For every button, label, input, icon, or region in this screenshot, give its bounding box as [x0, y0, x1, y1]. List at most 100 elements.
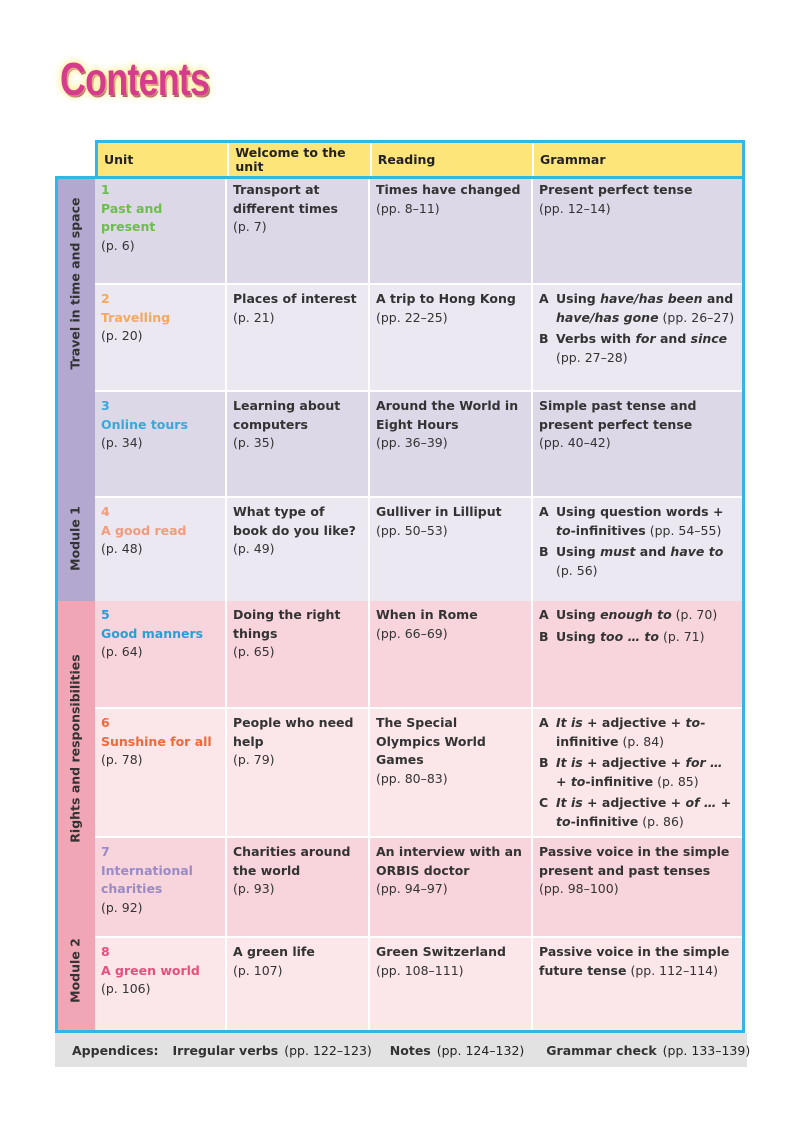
reading-title: When in Rome: [376, 607, 478, 622]
unit-cell: 4 A good read (p. 48): [95, 498, 227, 601]
grammar-text-part: Passive voice in the simple future tense: [539, 944, 730, 978]
unit-number: 4: [101, 504, 110, 519]
grammar-text: Using enough to (p. 70): [556, 606, 717, 625]
grammar-text-part: and: [655, 331, 691, 346]
grammar-page: (pp. 54–55): [645, 522, 722, 538]
grammar-text: It is + adjective + of … + to-infinitive…: [556, 794, 736, 831]
unit-cell: 2 Travelling (p. 20): [95, 285, 227, 390]
grammar-cell: A Using have/has been and have/has gone (…: [533, 285, 742, 390]
unit-number: 5: [101, 607, 110, 622]
grammar-item: Simple past tense and present perfect te…: [539, 397, 736, 453]
grammar-cell: Passive voice in the simple present and …: [533, 838, 742, 936]
welcome-cell: What type of book do you like? (p. 49): [227, 498, 370, 601]
unit-name: International charities: [101, 862, 193, 897]
unit-name: Online tours: [101, 416, 188, 432]
unit-cell: 8 A green world (p. 106): [95, 938, 227, 1030]
unit-name: Sunshine for all: [101, 733, 212, 749]
reading-title: The Special Olympics World Games: [376, 715, 486, 767]
reading-page: (pp. 94–97): [376, 881, 448, 896]
grammar-text-part: Using: [556, 607, 601, 622]
grammar-text-part: Verbs with: [556, 331, 636, 346]
grammar-text: Using question words + to-infinitives (p…: [556, 503, 736, 540]
grammar-item: B Using too … to (p. 71): [539, 628, 736, 647]
unit-page: (p. 78): [101, 752, 143, 767]
grammar-text-part: Present perfect tense: [539, 182, 693, 197]
grammar-text-part: Simple past tense and present perfect te…: [539, 398, 697, 432]
grammar-page: (pp. 98–100): [539, 881, 619, 896]
grammar-item: C It is + adjective + of … + to-infinitiv…: [539, 794, 736, 831]
reading-cell: Green Switzerland (pp. 108–111): [370, 938, 533, 1030]
grammar-text-part: Using: [556, 544, 601, 559]
unit-number: 1: [101, 182, 110, 197]
welcome-page: (p. 65): [233, 644, 275, 659]
grammar-letter: B: [539, 331, 549, 346]
grammar-text-part: have to: [670, 544, 724, 559]
module-2-sidebar: Rights and responsibilities Module 2: [55, 601, 95, 1033]
grammar-text: Using must and have to (p. 56): [556, 543, 723, 580]
reading-cell: The Special Olympics World Games (pp. 80–…: [370, 709, 533, 836]
welcome-cell: Learning about computers (p. 35): [227, 392, 370, 496]
grammar-text-part: to: [556, 522, 571, 538]
reading-cell: When in Rome (pp. 66–69): [370, 601, 533, 707]
grammar-text-part: and: [702, 291, 734, 306]
grammar-text-part: enough to: [600, 607, 672, 622]
table-header: Unit Welcome to the unit Reading Grammar: [95, 140, 745, 176]
reading-title: Green Switzerland: [376, 944, 506, 959]
unit-name: Good manners: [101, 625, 204, 641]
grammar-page: (p. 86): [638, 813, 684, 829]
grammar-cell: Passive voice in the simple future tense…: [533, 938, 742, 1030]
grammar-text-part: Using question words +: [556, 504, 724, 519]
welcome-title: Transport at different times: [233, 182, 338, 216]
grammar-text-part: of …: [685, 795, 717, 810]
reading-cell: Times have changed (pp. 8–11): [370, 176, 533, 283]
grammar-page: (p. 70): [671, 607, 718, 622]
reading-title: Gulliver in Lilliput: [376, 504, 502, 519]
appendices-bar: Appendices: Irregular verbs (pp. 122–123…: [55, 1033, 750, 1067]
grammar-text-part: It is: [556, 715, 583, 730]
unit-name: A good read: [101, 522, 187, 538]
grammar-cell: A Using question words + to-infinitives (…: [533, 498, 742, 601]
reading-cell: Around the World in Eight Hours (pp. 36–3…: [370, 392, 533, 496]
grammar-text-part: to: [570, 773, 586, 789]
grammar-text-part: have/has gone: [556, 309, 659, 325]
welcome-title: A green life: [233, 944, 315, 959]
welcome-cell: A green life (p. 107): [227, 938, 370, 1030]
grammar-item: B Using must and have to (p. 56): [539, 543, 736, 580]
unit-page: (p. 34): [101, 435, 143, 450]
grammar-text-part: +: [716, 795, 732, 810]
appendix-notes-pages: (pp. 124–132): [436, 1042, 525, 1058]
grammar-item: Present perfect tense (pp. 12–14): [539, 181, 736, 218]
reading-page: (pp. 36–39): [376, 435, 448, 450]
grammar-text-part: Using: [556, 291, 601, 306]
grammar-page: (pp. 12–14): [539, 200, 611, 216]
grammar-letter: A: [539, 607, 549, 622]
welcome-page: (p. 7): [233, 219, 267, 234]
table-border: [55, 176, 745, 1033]
grammar-cell: A It is + adjective + to-infinitive (p. 8…: [533, 709, 742, 836]
unit-name: A green world: [101, 962, 200, 978]
grammar-page: (pp. 112–114): [626, 962, 718, 978]
grammar-item: A Using have/has been and have/has gone (…: [539, 290, 736, 327]
header-reading: Reading: [372, 143, 534, 176]
unit-page: (p. 106): [101, 981, 151, 996]
grammar-cell: Present perfect tense (pp. 12–14): [533, 176, 742, 283]
grammar-text-part: + adjective +: [582, 795, 686, 810]
reading-title: Times have changed: [376, 182, 521, 197]
unit-number: 8: [101, 944, 110, 959]
unit-cell: 6 Sunshine for all (p. 78): [95, 709, 227, 836]
grammar-text-part: Passive voice in the simple present and …: [539, 844, 730, 878]
grammar-text: It is + adjective + for … + to-infinitiv…: [556, 754, 736, 791]
page-title: Contents: [60, 53, 210, 105]
table-row: 4 A good read (p. 48) What type of book do …: [95, 496, 742, 601]
welcome-page: (p. 93): [233, 881, 275, 896]
grammar-letter: A: [539, 504, 549, 519]
unit-number: 7: [101, 844, 110, 859]
header-welcome: Welcome to the unit: [229, 143, 372, 176]
unit-page: (p. 48): [101, 541, 143, 556]
grammar-item: Passive voice in the simple present and …: [539, 843, 736, 899]
welcome-title: Places of interest: [233, 291, 357, 306]
grammar-page: (p. 85): [653, 773, 699, 789]
grammar-text-part: too … to: [600, 628, 659, 644]
grammar-letter: B: [539, 755, 549, 770]
grammar-text-part: -infinitive: [585, 773, 654, 789]
